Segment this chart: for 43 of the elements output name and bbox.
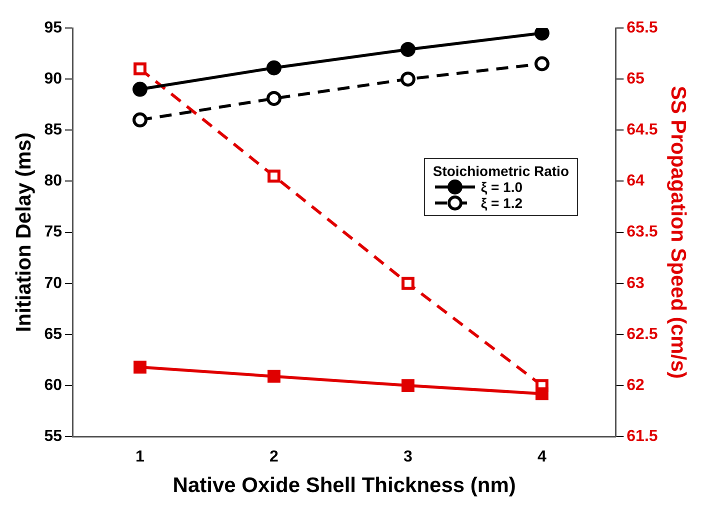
point bbox=[132, 112, 148, 128]
y-tick-label: 55 bbox=[44, 428, 62, 446]
legend-label: ξ = 1.0 bbox=[480, 179, 523, 195]
y2-tick-label: 65.5 bbox=[626, 19, 658, 36]
point bbox=[402, 276, 414, 290]
y2-tick-label: 64 bbox=[626, 172, 645, 190]
point bbox=[402, 379, 414, 392]
x-tick-label: 2 bbox=[270, 448, 279, 466]
y-tick-label: 90 bbox=[44, 70, 62, 88]
y-tick-label: 80 bbox=[44, 172, 62, 190]
y2-tick-label: 62.5 bbox=[626, 326, 658, 343]
point bbox=[534, 28, 550, 41]
x-axis-title: Native Oxide Shell Thickness (nm) bbox=[172, 474, 516, 498]
y-tick-label: 75 bbox=[44, 224, 62, 241]
y-tick-label: 85 bbox=[44, 122, 62, 139]
point bbox=[268, 370, 280, 383]
y2-tick-label: 63.5 bbox=[626, 224, 658, 241]
point bbox=[266, 90, 282, 106]
y-axis-title: Initiation Delay (ms) bbox=[12, 132, 36, 332]
point bbox=[268, 170, 280, 183]
y-tick-label: 60 bbox=[44, 376, 62, 394]
point bbox=[134, 360, 146, 374]
y2-tick-label: 65 bbox=[626, 70, 645, 88]
y2-axis-title: SS Propagation Speed (cm/s) bbox=[666, 86, 690, 379]
point bbox=[536, 387, 548, 400]
point bbox=[534, 56, 550, 72]
y-tick-label: 65 bbox=[44, 326, 62, 343]
y2-tick-label: 63 bbox=[626, 274, 645, 292]
x-tick-label: 4 bbox=[538, 448, 547, 466]
point bbox=[400, 42, 416, 57]
y2-tick-label: 64.5 bbox=[626, 122, 658, 139]
x-tick-label: 3 bbox=[404, 448, 413, 466]
legend-title: Stoichiometric Ratio bbox=[432, 163, 569, 179]
y-tick-label: 95 bbox=[44, 19, 62, 36]
y2-tick-label: 61.5 bbox=[626, 428, 658, 446]
point bbox=[266, 60, 282, 76]
legend-label: ξ = 1.2 bbox=[480, 195, 523, 211]
point bbox=[134, 62, 146, 76]
y-tick-label: 70 bbox=[44, 274, 62, 292]
point bbox=[132, 82, 148, 97]
point bbox=[400, 72, 416, 87]
y2-tick-label: 62 bbox=[626, 376, 645, 394]
x-tick-label: 1 bbox=[136, 448, 145, 466]
